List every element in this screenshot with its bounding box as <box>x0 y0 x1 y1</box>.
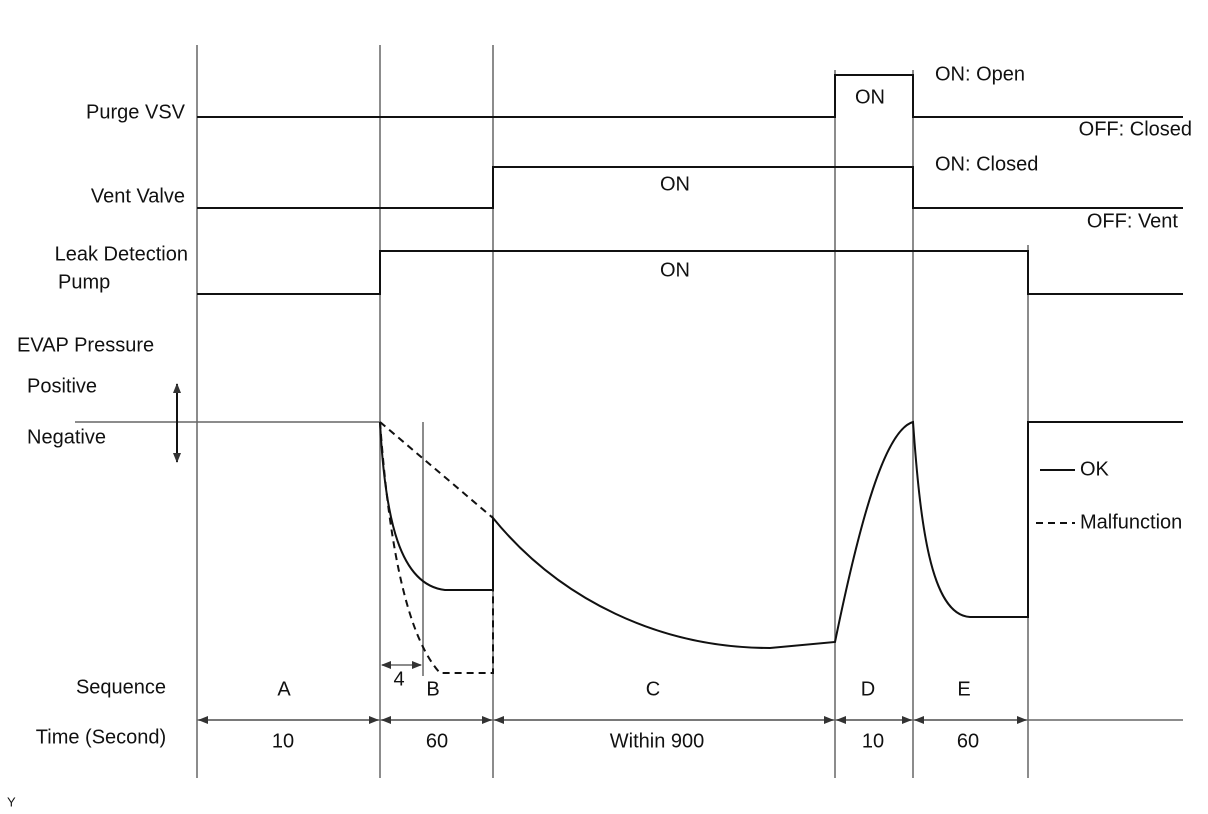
pump-signal <box>197 250 1183 295</box>
duration-label: Within 900 <box>610 730 705 752</box>
sequence-label: Sequence <box>76 676 166 698</box>
on-label: ON <box>855 86 885 108</box>
pressure-malfunction <box>379 421 494 674</box>
duration-label: 10 <box>862 730 884 752</box>
row-label: Vent Valve <box>91 185 185 207</box>
footnote: Y <box>7 794 16 809</box>
time-label: Time (Second) <box>36 726 166 748</box>
phase-label: D <box>861 678 875 700</box>
duration-label: 10 <box>272 730 294 752</box>
duration-label: 60 <box>426 730 448 752</box>
pressure-malfunction <box>379 421 494 519</box>
phase-boundaries <box>196 45 1029 778</box>
state-label: OFF: Vent <box>1087 210 1179 232</box>
state-label: OFF: Closed <box>1079 118 1192 140</box>
legend-label: OK <box>1080 458 1110 480</box>
state-label: ON: Closed <box>935 153 1038 175</box>
phase-label: B <box>426 678 439 700</box>
phase-label: A <box>277 678 291 700</box>
pressure-label: EVAP Pressure <box>17 334 154 356</box>
sub-interval-label: 4 <box>393 668 404 690</box>
pressure-negative: Negative <box>27 426 106 448</box>
purge-vsv-signal <box>197 74 1183 118</box>
duration-label: 60 <box>957 730 979 752</box>
legend-label: Malfunction <box>1080 511 1182 533</box>
phase-label: C <box>646 678 660 700</box>
row-label: Pump <box>58 271 110 293</box>
row-label: Leak Detection <box>55 243 188 265</box>
on-label: ON <box>660 173 690 195</box>
state-label: ON: Open <box>935 63 1025 85</box>
on-label: ON <box>660 259 690 281</box>
pressure-positive: Positive <box>27 375 97 397</box>
phase-label: E <box>957 678 970 700</box>
row-label: Purge VSV <box>86 101 186 123</box>
time-arrows <box>198 661 1027 724</box>
pressure-ok <box>379 420 1183 650</box>
vent-valve-signal <box>197 166 1183 209</box>
